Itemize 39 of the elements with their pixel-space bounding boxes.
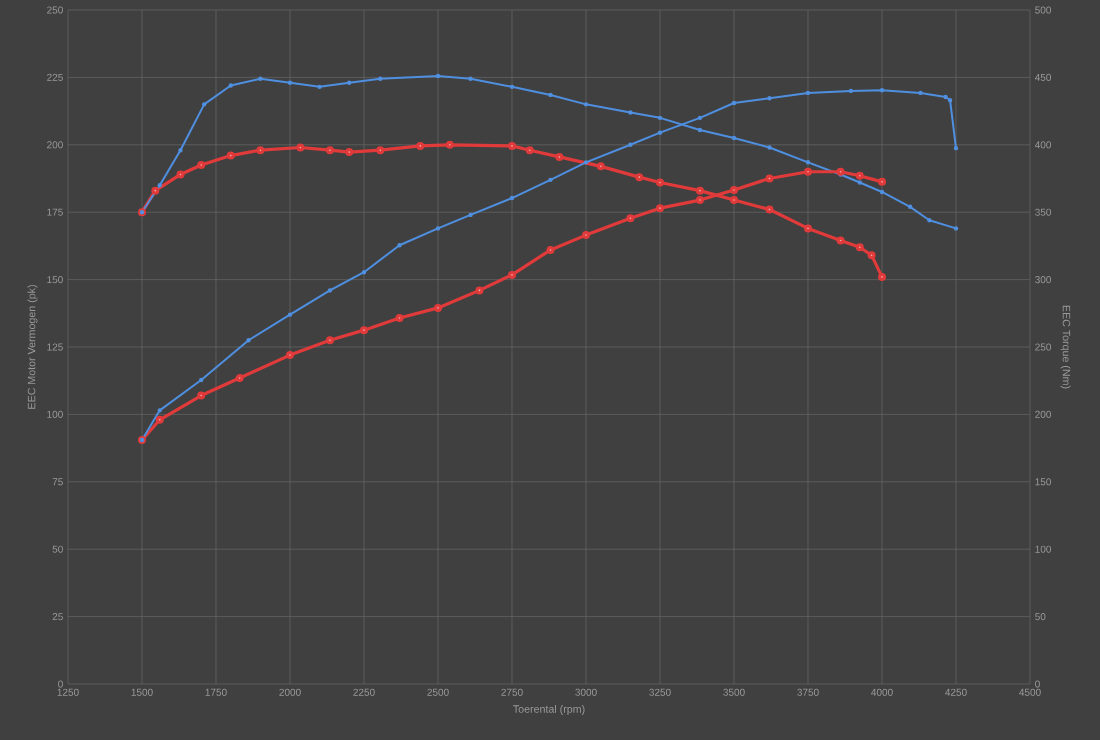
y-tick-label: 200 <box>47 141 63 149</box>
y-tick-label: 225 <box>47 73 63 81</box>
x-tick-label: 3250 <box>649 688 671 696</box>
x-tick-label: 3500 <box>723 688 745 696</box>
y2-tick-label: 50 <box>1035 613 1046 621</box>
x-tick-label: 1250 <box>57 688 79 696</box>
y2-tick-label: 300 <box>1035 276 1052 284</box>
y-tick-label: 75 <box>52 478 63 486</box>
x-tick-label: 4500 <box>1019 688 1041 696</box>
y2-tick-label: 400 <box>1034 141 1052 149</box>
y2-tick-label: 350 <box>1035 208 1052 216</box>
x-tick-label: 3750 <box>797 688 819 696</box>
y2-tick-label: 150 <box>1035 478 1052 486</box>
x-tick-label: 2750 <box>501 688 523 696</box>
x-tick-label: 2250 <box>353 688 375 696</box>
x-tick-label: 1500 <box>131 688 153 696</box>
y-tick-label: 250 <box>47 6 63 14</box>
y-tick-label: 50 <box>52 545 63 553</box>
y-tick-label: 150 <box>47 276 63 284</box>
y2-tick-label: 100 <box>1035 545 1052 553</box>
y2-tick-label: 250 <box>1035 343 1052 351</box>
y-tick-label: 100 <box>47 410 63 418</box>
y-axis-title: EEC Motor Vermogen (pk) <box>27 285 38 409</box>
y-tick-label: 25 <box>52 613 63 621</box>
x-tick-label: 1750 <box>205 688 227 696</box>
x-tick-label: 2000 <box>279 688 301 696</box>
x-axis-title: Toerental (rpm) <box>513 704 585 715</box>
y-tick-label: 125 <box>47 343 63 351</box>
y2-tick-label: 450 <box>1034 73 1052 81</box>
x-tick-label: 4000 <box>871 688 893 696</box>
y2-tick-label: 500 <box>1035 6 1052 14</box>
y-tick-label: 175 <box>47 208 63 216</box>
x-tick-label: 3000 <box>575 688 597 696</box>
x-tick-label: 2500 <box>427 688 449 696</box>
y2-axis-title: EEC Torque (Nm) <box>1060 305 1071 389</box>
x-tick-label: 4250 <box>945 688 967 696</box>
y-tick-label: 0 <box>58 680 63 688</box>
y2-tick-label: 200 <box>1035 410 1052 418</box>
y2-tick-label: 0 <box>1035 680 1040 688</box>
